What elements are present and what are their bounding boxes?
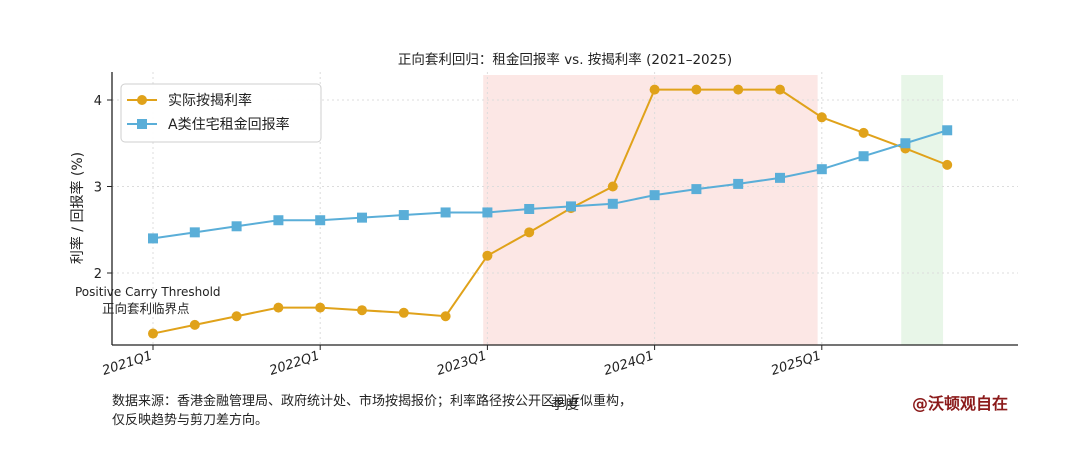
data-point	[440, 207, 451, 218]
data-point	[189, 319, 200, 330]
data-point	[148, 328, 158, 339]
data-point	[524, 227, 535, 238]
data-point	[315, 215, 326, 226]
x-tick-label: 2023Q1	[435, 349, 489, 379]
data-point	[691, 84, 702, 95]
data-point	[398, 307, 409, 318]
footnote-line-2: 仅反映趋势与剪刀差方向。	[112, 413, 269, 428]
data-point	[607, 198, 618, 209]
series-lines	[152, 88, 948, 335]
data-point	[942, 125, 953, 136]
threshold-annotation-en: Positive Carry Threshold	[75, 285, 221, 299]
data-point	[733, 84, 744, 95]
shaded-regions	[483, 75, 944, 345]
legend-swatch-marker	[137, 119, 147, 129]
threshold-annotation-zh: 正向套利临界点	[102, 301, 190, 316]
data-point	[357, 305, 367, 316]
shaded-region-1	[483, 75, 818, 345]
legend-box	[120, 83, 322, 143]
y-tick-label: 2	[94, 267, 102, 282]
x-tick-label: 2024Q1	[602, 349, 656, 379]
data-point	[357, 212, 367, 223]
legend-label: A类住宅租金回报率	[168, 116, 290, 133]
y-tick-label: 3	[94, 181, 102, 196]
chart-labels: 正向套利回归：租金回报率 vs. 按揭利率 (2021–2025) 利率 / 回报…	[69, 51, 732, 413]
data-point	[273, 215, 284, 226]
footnote-line-1: 数据来源：香港金融管理局、政府统计处、市场按揭报价；利率路径按公开区间近似重构，	[112, 394, 633, 409]
chart-title: 正向套利回归：租金回报率 vs. 按揭利率 (2021–2025)	[398, 51, 732, 68]
data-point	[524, 203, 535, 214]
data-point	[189, 227, 200, 238]
data-point	[398, 210, 409, 221]
x-tick-label: 2022Q1	[268, 349, 322, 379]
data-point	[691, 184, 702, 195]
series-line-2	[152, 129, 948, 240]
legend-label: 实际按揭利率	[168, 92, 252, 109]
data-point	[482, 207, 493, 218]
data-point	[231, 311, 242, 322]
x-tick-label: 2021Q1	[101, 349, 155, 379]
series-markers	[148, 84, 953, 339]
data-point	[482, 250, 493, 261]
source-footnote: 数据来源：香港金融管理局、政府统计处、市场按揭报价；利率路径按公开区间近似重构，…	[112, 392, 632, 430]
data-point	[273, 302, 284, 313]
data-point	[440, 311, 451, 322]
data-point	[566, 201, 576, 212]
data-point	[607, 181, 618, 192]
series-line-1	[152, 88, 948, 335]
data-point	[858, 151, 869, 162]
watermark: @沃顿观自在	[912, 394, 1009, 413]
x-tick-label: 2025Q1	[769, 349, 823, 379]
data-point	[649, 84, 660, 95]
data-point	[733, 178, 744, 189]
y-axis-label: 利率 / 回报率 (%)	[69, 152, 86, 264]
data-point	[315, 302, 326, 313]
legend-swatch-marker	[137, 95, 147, 105]
data-point	[816, 164, 827, 175]
y-tick-label: 4	[94, 94, 102, 109]
data-point	[816, 112, 827, 123]
data-point	[649, 190, 660, 201]
x-axis-label: 季度	[551, 397, 579, 413]
data-point	[900, 138, 911, 149]
legend: 实际按揭利率 A类住宅租金回报率	[120, 83, 322, 143]
data-point	[942, 159, 953, 170]
data-point	[858, 127, 869, 138]
data-point	[148, 233, 158, 244]
data-point	[231, 221, 242, 232]
data-point	[775, 84, 785, 95]
shaded-region-2	[901, 75, 944, 345]
data-point	[775, 172, 785, 183]
